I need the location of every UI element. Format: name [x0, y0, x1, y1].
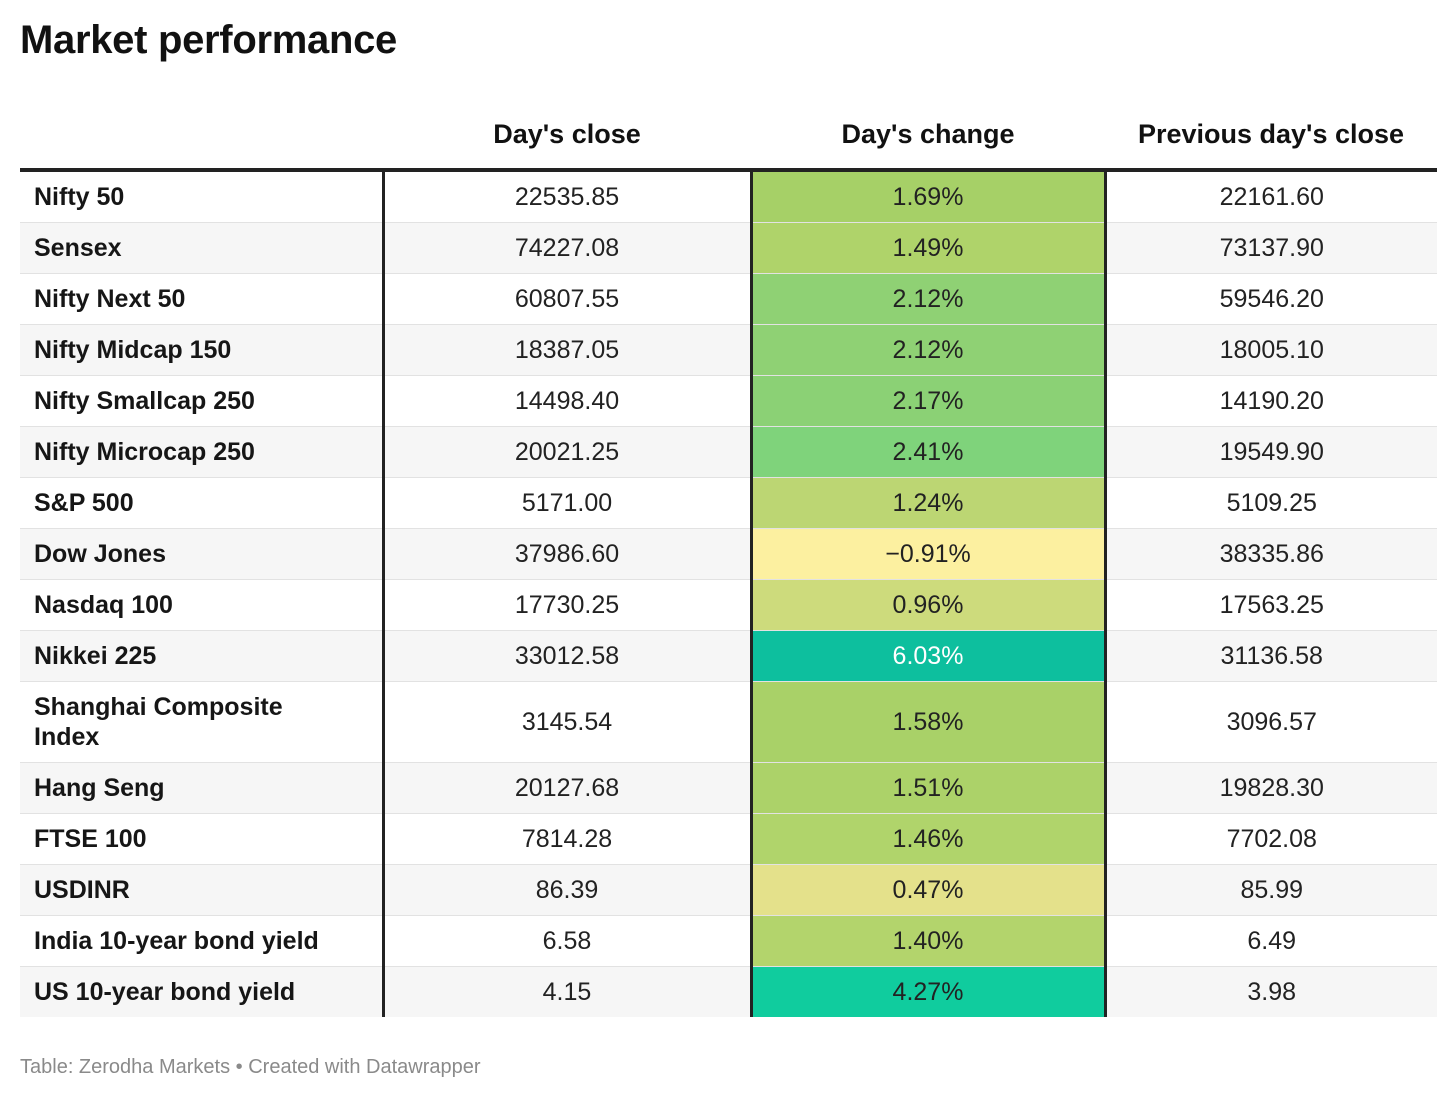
- table-row: FTSE 100 7814.28 1.46% 7702.08: [20, 813, 1437, 865]
- previous-close-cell: 5109.25: [1105, 477, 1437, 529]
- days-close-cell: 18387.05: [383, 324, 751, 376]
- days-close-cell: 5171.00: [383, 477, 751, 529]
- days-change-cell: 1.69%: [749, 170, 1107, 223]
- table-row: Shanghai Composite Index 3145.54 1.58% 3096…: [20, 681, 1437, 763]
- days-change-cell: 1.58%: [749, 681, 1107, 763]
- table-row: US 10-year bond yield 4.15 4.27% 3.98: [20, 966, 1437, 1017]
- days-change-cell: 1.40%: [749, 915, 1107, 967]
- row-name-cell: Nifty Midcap 150: [20, 324, 385, 376]
- row-name-cell: Nifty Smallcap 250: [20, 375, 385, 427]
- row-name-cell: S&P 500: [20, 477, 385, 529]
- days-close-cell: 22535.85: [383, 170, 751, 223]
- row-name-cell: Sensex: [20, 222, 385, 274]
- previous-close-cell: 59546.20: [1105, 273, 1437, 325]
- row-name-cell: Hang Seng: [20, 762, 385, 814]
- header-row: Day's close Day's change Previous day's …: [20, 100, 1437, 172]
- source-footer: Table: Zerodha Markets • Created with Da…: [20, 1056, 481, 1078]
- days-change-cell: 1.51%: [749, 762, 1107, 814]
- row-name-cell: Nikkei 225: [20, 630, 385, 682]
- days-change-cell: 0.96%: [749, 579, 1107, 631]
- days-close-cell: 4.15: [383, 966, 751, 1017]
- table-row: Dow Jones 37986.60 −0.91% 38335.86: [20, 528, 1437, 580]
- table-row: Sensex 74227.08 1.49% 73137.90: [20, 222, 1437, 274]
- previous-close-cell: 31136.58: [1105, 630, 1437, 682]
- previous-close-cell: 14190.20: [1105, 375, 1437, 427]
- table-row: Nifty 50 22535.85 1.69% 22161.60: [20, 170, 1437, 223]
- days-close-cell: 7814.28: [383, 813, 751, 865]
- row-name-cell: Dow Jones: [20, 528, 385, 580]
- days-change-cell: 6.03%: [749, 630, 1107, 682]
- days-change-cell: 0.47%: [749, 864, 1107, 916]
- header-previous-days-close: Previous day's close: [1105, 100, 1437, 172]
- header-days-close: Day's close: [383, 100, 751, 172]
- days-close-cell: 6.58: [383, 915, 751, 967]
- row-name-cell: Nifty Next 50: [20, 273, 385, 325]
- days-close-cell: 3145.54: [383, 681, 751, 763]
- days-close-cell: 33012.58: [383, 630, 751, 682]
- days-close-cell: 14498.40: [383, 375, 751, 427]
- table-row: Nikkei 225 33012.58 6.03% 31136.58: [20, 630, 1437, 682]
- table-row: Nifty Next 50 60807.55 2.12% 59546.20: [20, 273, 1437, 325]
- previous-close-cell: 85.99: [1105, 864, 1437, 916]
- previous-close-cell: 17563.25: [1105, 579, 1437, 631]
- row-name-cell: FTSE 100: [20, 813, 385, 865]
- table-body: Nifty 50 22535.85 1.69% 22161.60 Sensex 74227…: [20, 170, 1437, 1017]
- row-name-cell: Nasdaq 100: [20, 579, 385, 631]
- days-change-cell: 2.17%: [749, 375, 1107, 427]
- previous-close-cell: 19549.90: [1105, 426, 1437, 478]
- previous-close-cell: 3096.57: [1105, 681, 1437, 763]
- previous-close-cell: 19828.30: [1105, 762, 1437, 814]
- days-close-cell: 74227.08: [383, 222, 751, 274]
- days-change-cell: 2.12%: [749, 273, 1107, 325]
- days-change-cell: 1.24%: [749, 477, 1107, 529]
- market-performance-table: Day's close Day's change Previous day's …: [20, 100, 1437, 1017]
- row-name-cell: Shanghai Composite Index: [20, 681, 385, 763]
- days-close-cell: 20021.25: [383, 426, 751, 478]
- days-change-cell: 2.12%: [749, 324, 1107, 376]
- table-row: S&P 500 5171.00 1.24% 5109.25: [20, 477, 1437, 529]
- row-name-cell: Nifty 50: [20, 170, 385, 223]
- days-close-cell: 37986.60: [383, 528, 751, 580]
- previous-close-cell: 38335.86: [1105, 528, 1437, 580]
- days-change-cell: 1.46%: [749, 813, 1107, 865]
- previous-close-cell: 6.49: [1105, 915, 1437, 967]
- table-row: Nifty Midcap 150 18387.05 2.12% 18005.10: [20, 324, 1437, 376]
- days-change-cell: −0.91%: [749, 528, 1107, 580]
- days-change-cell: 1.49%: [749, 222, 1107, 274]
- table-row: Nifty Microcap 250 20021.25 2.41% 19549.90: [20, 426, 1437, 478]
- previous-close-cell: 18005.10: [1105, 324, 1437, 376]
- days-close-cell: 86.39: [383, 864, 751, 916]
- table-row: India 10-year bond yield 6.58 1.40% 6.49: [20, 915, 1437, 967]
- table-row: Nifty Smallcap 250 14498.40 2.17% 14190.20: [20, 375, 1437, 427]
- days-close-cell: 60807.55: [383, 273, 751, 325]
- previous-close-cell: 3.98: [1105, 966, 1437, 1017]
- row-name-cell: Nifty Microcap 250: [20, 426, 385, 478]
- row-name-cell: USDINR: [20, 864, 385, 916]
- table-row: Hang Seng 20127.68 1.51% 19828.30: [20, 762, 1437, 814]
- days-change-cell: 2.41%: [749, 426, 1107, 478]
- days-change-cell: 4.27%: [749, 966, 1107, 1017]
- previous-close-cell: 73137.90: [1105, 222, 1437, 274]
- table-row: Nasdaq 100 17730.25 0.96% 17563.25: [20, 579, 1437, 631]
- previous-close-cell: 7702.08: [1105, 813, 1437, 865]
- header-days-change: Day's change: [751, 100, 1105, 172]
- row-name-cell: India 10-year bond yield: [20, 915, 385, 967]
- row-name-cell: US 10-year bond yield: [20, 966, 385, 1017]
- header-name: [20, 100, 383, 172]
- table-row: USDINR 86.39 0.47% 85.99: [20, 864, 1437, 916]
- chart-title: Market performance: [20, 18, 397, 62]
- previous-close-cell: 22161.60: [1105, 170, 1437, 223]
- days-close-cell: 20127.68: [383, 762, 751, 814]
- days-close-cell: 17730.25: [383, 579, 751, 631]
